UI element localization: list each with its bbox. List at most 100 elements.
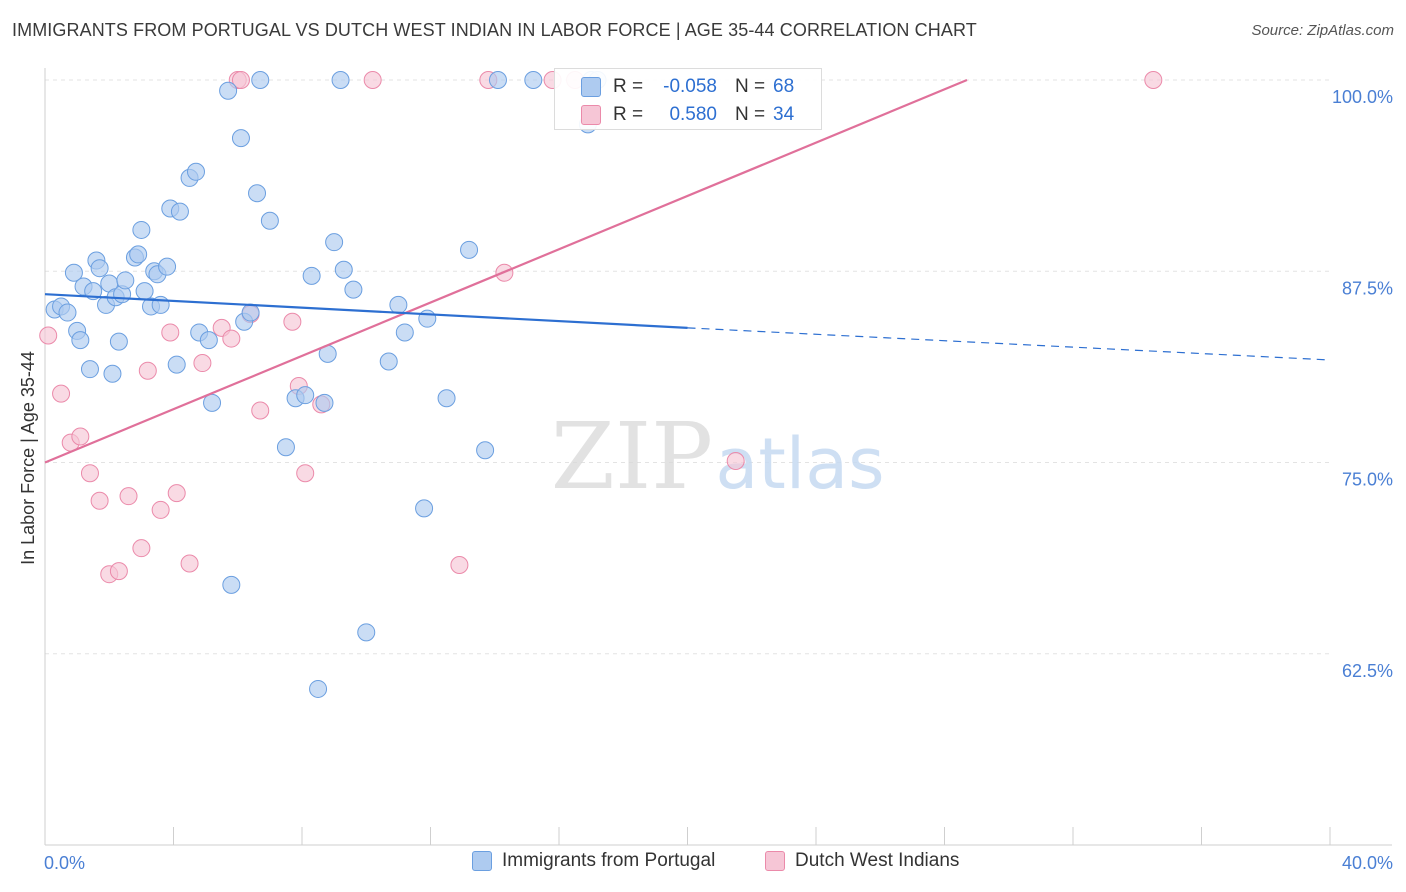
stats-r-label: R = bbox=[613, 104, 644, 125]
point-portugal bbox=[248, 184, 267, 203]
point-portugal bbox=[325, 233, 344, 252]
point-dutch-west-indian bbox=[132, 539, 151, 558]
y-tick-label: 87.5% bbox=[1342, 278, 1393, 298]
trend-lines bbox=[44, 78, 1331, 464]
point-portugal bbox=[132, 220, 151, 239]
legend-label-portugal: Immigrants from Portugal bbox=[502, 850, 716, 871]
point-portugal bbox=[460, 240, 479, 259]
point-dutch-west-indian bbox=[193, 354, 212, 373]
point-portugal bbox=[524, 71, 543, 89]
point-portugal bbox=[302, 266, 321, 285]
tick-labels: 62.5% 75.0% 87.5% 100.0% 0.0% 40.0% bbox=[44, 87, 1393, 873]
point-portugal bbox=[309, 679, 328, 698]
trend-line-dutch-west-indian bbox=[44, 78, 968, 464]
point-portugal bbox=[203, 393, 222, 412]
point-portugal bbox=[488, 71, 507, 89]
point-dutch-west-indian bbox=[90, 491, 109, 510]
point-portugal bbox=[116, 271, 135, 290]
stats-row-dutch-west-indian: R = 0.580 N = 34 bbox=[555, 101, 821, 129]
stats-row-portugal: R = -0.058 N = 68 bbox=[555, 73, 821, 101]
x-tick-label: 40.0% bbox=[1342, 853, 1393, 873]
point-portugal bbox=[476, 441, 495, 460]
legend: Immigrants from Portugal Dutch West Indi… bbox=[0, 850, 1406, 880]
point-dutch-west-indian bbox=[167, 484, 186, 503]
point-portugal bbox=[103, 364, 122, 383]
y-axis-label: In Labor Force | Age 35-44 bbox=[18, 351, 38, 565]
point-dutch-west-indian bbox=[296, 464, 315, 483]
point-portugal bbox=[199, 331, 218, 350]
y-tick-label: 100.0% bbox=[1332, 87, 1393, 107]
point-portugal bbox=[170, 202, 189, 221]
stats-r-value: 0.580 bbox=[669, 104, 717, 125]
point-portugal bbox=[167, 355, 186, 374]
legend-item-dutch-west-indian[interactable]: Dutch West Indians bbox=[765, 850, 959, 872]
point-portugal bbox=[437, 389, 456, 408]
y-tick-label: 75.0% bbox=[1342, 470, 1393, 490]
point-dutch-west-indian bbox=[119, 487, 138, 506]
point-portugal bbox=[158, 257, 177, 276]
point-portugal bbox=[64, 263, 83, 282]
stats-n-label: N = bbox=[735, 104, 766, 125]
point-dutch-west-indian bbox=[161, 323, 180, 342]
chart-title: IMMIGRANTS FROM PORTUGAL VS DUTCH WEST I… bbox=[12, 20, 977, 40]
point-dutch-west-indian bbox=[151, 500, 170, 519]
point-portugal bbox=[135, 282, 154, 301]
point-portugal bbox=[58, 303, 77, 322]
stats-legend: R = -0.058 N = 68 R = 0.580 N = 34 bbox=[554, 68, 822, 130]
point-portugal bbox=[251, 71, 270, 89]
point-portugal bbox=[84, 282, 103, 301]
point-portugal bbox=[219, 81, 238, 100]
point-portugal bbox=[315, 393, 334, 412]
x-tick-label: 0.0% bbox=[44, 853, 85, 873]
axes bbox=[44, 68, 1392, 846]
point-portugal bbox=[334, 260, 353, 279]
point-dutch-west-indian bbox=[450, 556, 469, 575]
point-dutch-west-indian bbox=[231, 71, 250, 89]
point-portugal bbox=[296, 386, 315, 405]
point-portugal bbox=[231, 129, 250, 148]
stats-n-label: N = bbox=[735, 76, 766, 97]
point-portugal bbox=[357, 623, 376, 642]
point-dutch-west-indian bbox=[726, 451, 745, 470]
point-portugal bbox=[276, 438, 295, 457]
data-points bbox=[39, 71, 1163, 698]
point-portugal bbox=[415, 499, 434, 518]
point-dutch-west-indian bbox=[109, 562, 128, 581]
point-portugal bbox=[80, 360, 99, 379]
point-portugal bbox=[418, 309, 437, 328]
point-dutch-west-indian bbox=[222, 329, 241, 348]
point-dutch-west-indian bbox=[71, 427, 90, 446]
point-dutch-west-indian bbox=[180, 554, 199, 573]
legend-item-portugal[interactable]: Immigrants from Portugal bbox=[472, 850, 715, 872]
point-dutch-west-indian bbox=[283, 312, 302, 331]
stats-n-value: 34 bbox=[773, 104, 795, 125]
gridlines bbox=[45, 79, 1330, 655]
point-portugal bbox=[395, 323, 414, 342]
trend-line-portugal-extension bbox=[687, 327, 1331, 361]
point-portugal bbox=[222, 575, 241, 594]
point-dutch-west-indian bbox=[52, 384, 71, 403]
point-portugal bbox=[90, 259, 109, 278]
y-tick-label: 62.5% bbox=[1342, 661, 1393, 681]
point-dutch-west-indian bbox=[80, 464, 99, 483]
point-portugal bbox=[379, 352, 398, 371]
point-portugal bbox=[331, 71, 350, 89]
watermark-zip: ZIP bbox=[551, 403, 713, 510]
trend-line-portugal bbox=[44, 293, 688, 329]
point-portugal bbox=[260, 211, 279, 230]
point-portugal bbox=[129, 245, 148, 264]
point-portugal bbox=[389, 295, 408, 314]
point-portugal bbox=[109, 332, 128, 351]
point-portugal bbox=[241, 303, 260, 322]
stats-r-label: R = bbox=[613, 76, 644, 97]
point-dutch-west-indian bbox=[363, 71, 382, 89]
legend-label-dutch-west-indian: Dutch West Indians bbox=[795, 850, 960, 871]
point-dutch-west-indian bbox=[39, 326, 58, 345]
point-portugal bbox=[344, 280, 363, 299]
point-portugal bbox=[186, 162, 205, 181]
point-dutch-west-indian bbox=[138, 361, 157, 380]
stats-swatch-dutch-west-indian bbox=[581, 105, 601, 125]
point-dutch-west-indian bbox=[251, 401, 270, 420]
point-portugal bbox=[71, 331, 90, 350]
